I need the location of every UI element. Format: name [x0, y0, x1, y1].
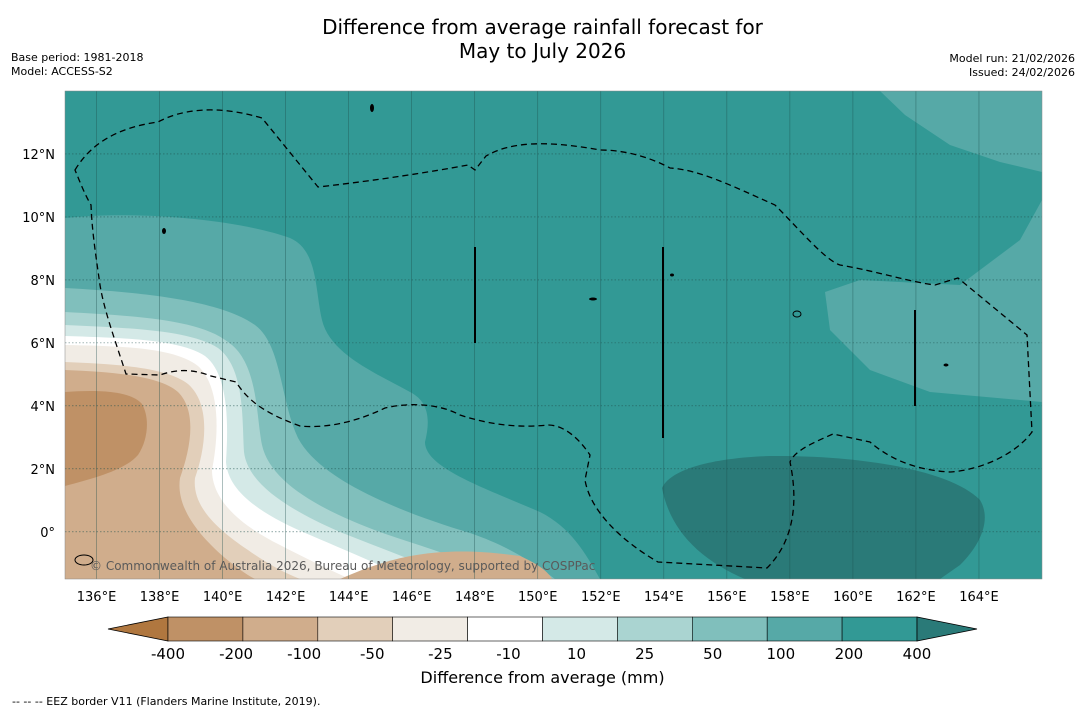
- colorbar-label: 200: [835, 645, 864, 663]
- colorbar-label: 10: [567, 645, 586, 663]
- longitude-label: 152°E: [581, 590, 621, 605]
- map-title-line2: May to July 2026: [458, 39, 627, 63]
- rainfall-field: [65, 91, 1042, 579]
- model-name: Model: ACCESS-S2: [11, 65, 113, 78]
- longitude-label: 154°E: [644, 590, 684, 605]
- colorbar-title: Difference from average (mm): [420, 668, 665, 687]
- latitude-label: 8°N: [31, 274, 56, 289]
- field-100-200-northeast: [880, 91, 1042, 172]
- eez-divider-lines: [474, 247, 916, 438]
- field-above-400: [662, 455, 985, 579]
- longitude-label: 156°E: [707, 590, 747, 605]
- longitude-label: 164°E: [959, 590, 999, 605]
- colorbar-label: 50: [703, 645, 722, 663]
- copyright-notice: © Commonwealth of Australia 2026, Bureau…: [90, 559, 595, 573]
- longitude-label: 158°E: [770, 590, 810, 605]
- colorbar-segment: [542, 616, 618, 642]
- latitude-label: 2°N: [31, 463, 56, 478]
- latitude-label: 4°N: [31, 400, 56, 415]
- longitude-label: 160°E: [833, 590, 873, 605]
- island-marker: [589, 297, 597, 301]
- colorbar-segment: [841, 616, 918, 642]
- latitude-label: 12°N: [22, 148, 55, 163]
- latitude-label: 6°N: [31, 337, 56, 352]
- colorbar-label: 100: [766, 645, 795, 663]
- longitude-label: 162°E: [896, 590, 936, 605]
- colorbar-segment: [691, 616, 768, 642]
- colorbar-segment: [617, 616, 693, 642]
- eez-border: [74, 109, 1033, 569]
- longitude-label: 150°E: [518, 590, 558, 605]
- island-marker: [943, 363, 949, 367]
- model-run: Model run: 21/02/2026: [949, 52, 1075, 65]
- longitude-label: 138°E: [140, 590, 180, 605]
- islands: [74, 104, 949, 566]
- colorbar-label: -25: [428, 645, 453, 663]
- map-title-line1: Difference from average rainfall forecas…: [322, 15, 763, 39]
- longitude-label: 140°E: [203, 590, 243, 605]
- colorbar-label: -50: [360, 645, 385, 663]
- colorbar-segment: [766, 616, 843, 642]
- colorbar-segment: [167, 616, 244, 642]
- longitude-label: 148°E: [455, 590, 495, 605]
- graticule: [65, 91, 1042, 579]
- colorbar-label: -10: [496, 645, 521, 663]
- colorbar-segment: [242, 616, 319, 642]
- latitude-label: 10°N: [22, 211, 55, 226]
- latitude-label: 0°: [40, 526, 55, 541]
- colorbar-extend-high: [916, 616, 978, 642]
- field-100-200-east: [825, 200, 1042, 402]
- longitude-label: 146°E: [392, 590, 432, 605]
- colorbar-extend-low: [107, 616, 169, 642]
- colorbar-label: -100: [287, 645, 321, 663]
- colorbar-segment: [392, 616, 468, 642]
- eez-legend-note: -- -- -- EEZ border V11 (Flanders Marine…: [12, 695, 321, 708]
- longitude-label: 136°E: [77, 590, 117, 605]
- colorbar-segment: [317, 616, 393, 642]
- longitude-label: 144°E: [329, 590, 369, 605]
- colorbar-label: -200: [219, 645, 253, 663]
- island-marker: [670, 273, 674, 277]
- plot-frame: [64, 90, 1043, 580]
- island-marker: [162, 228, 166, 234]
- island-marker: [74, 554, 94, 566]
- colorbar-segment: [467, 616, 543, 642]
- base-period: Base period: 1981-2018: [11, 51, 144, 64]
- island-marker: [370, 104, 374, 112]
- longitude-label: 142°E: [266, 590, 306, 605]
- field-dry-south: [340, 551, 552, 579]
- colorbar: -400 -200 -100 -50 -25 -10 10 25 50 100 200 400: [107, 616, 978, 663]
- colorbar-label: -400: [151, 645, 185, 663]
- issued-date: Issued: 24/02/2026: [968, 66, 1075, 79]
- latitude-labels: 0° 2°N 4°N 6°N 8°N 10°N 12°N: [22, 148, 55, 541]
- longitude-labels: 136°E 138°E 140°E 142°E 144°E 146°E 148°E 150°E…: [77, 590, 999, 605]
- island-marker: [792, 310, 802, 318]
- colorbar-label: 25: [635, 645, 654, 663]
- colorbar-label: 400: [903, 645, 932, 663]
- field-minus-100-200: [65, 391, 147, 486]
